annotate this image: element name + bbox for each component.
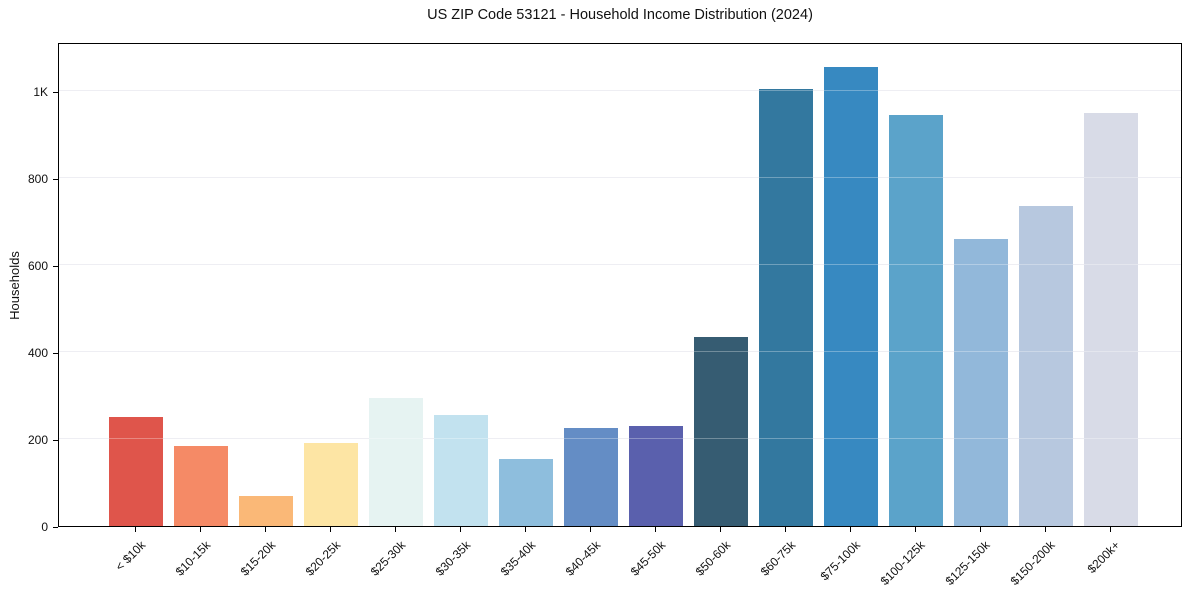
y-tick-label: 1K xyxy=(33,85,48,100)
y-tick-mark xyxy=(53,92,58,94)
gridline-overlay xyxy=(59,177,1181,179)
gridline-overlay xyxy=(59,264,1181,266)
x-tick-mark xyxy=(655,527,656,532)
gridline-overlay xyxy=(59,351,1181,353)
gridline xyxy=(59,264,1181,266)
chart-title: US ZIP Code 53121 - Household Income Dis… xyxy=(427,7,813,23)
bar-$75-100k xyxy=(824,67,878,526)
bar-$50-60k xyxy=(694,336,748,526)
y-tick-label: 200 xyxy=(27,433,48,448)
gridline xyxy=(59,438,1181,440)
x-tick-mark xyxy=(460,527,461,532)
y-tick-mark xyxy=(53,353,58,355)
x-tick-mark xyxy=(200,527,201,532)
x-tick-mark xyxy=(525,527,526,532)
y-tick-label: 0 xyxy=(41,520,48,534)
x-tick-mark xyxy=(395,527,396,532)
bar-< $10k xyxy=(109,417,163,526)
y-tick-mark xyxy=(53,440,58,442)
bar-$200k+ xyxy=(1084,112,1138,526)
bar-$100-125k xyxy=(889,115,943,526)
gridline-overlay xyxy=(59,438,1181,440)
x-tick-mark xyxy=(330,527,331,532)
x-tick-mark xyxy=(785,527,786,532)
bar-$35-40k xyxy=(499,458,553,526)
y-tick-mark xyxy=(53,179,58,181)
x-tick-mark xyxy=(590,527,591,532)
x-tick-mark xyxy=(1045,527,1046,532)
gridline xyxy=(59,90,1181,92)
x-tick-mark xyxy=(265,527,266,532)
x-tick-mark xyxy=(720,527,721,532)
bar-$125-150k xyxy=(954,239,1008,526)
x-tick-mark xyxy=(980,527,981,532)
bar-$20-25k xyxy=(304,443,358,526)
gridline xyxy=(59,177,1181,179)
x-tick-mark xyxy=(135,527,136,532)
x-tick-label: $200k+ xyxy=(1084,538,1123,576)
gridline xyxy=(59,351,1181,353)
x-tick-mark xyxy=(850,527,851,532)
bar-$10-15k xyxy=(174,445,228,526)
y-tick-label: 800 xyxy=(27,172,48,187)
gridline-overlay xyxy=(59,90,1181,92)
bar-$150-200k xyxy=(1019,206,1073,526)
bar-$40-45k xyxy=(564,428,618,526)
x-tick-mark xyxy=(915,527,916,532)
y-tick-mark xyxy=(53,527,58,528)
x-tick-mark xyxy=(1110,527,1111,532)
y-axis: Households xyxy=(0,43,28,527)
y-tick-mark xyxy=(53,266,58,268)
bar-$15-20k xyxy=(239,495,293,526)
y-tick-label: 600 xyxy=(27,259,48,274)
bar-$60-75k xyxy=(759,88,813,526)
plot-area xyxy=(58,43,1182,527)
y-tick-label: 400 xyxy=(27,346,48,361)
bar-$30-35k xyxy=(434,415,488,526)
bar-$25-30k xyxy=(369,397,423,526)
bar-$45-50k xyxy=(629,425,683,526)
